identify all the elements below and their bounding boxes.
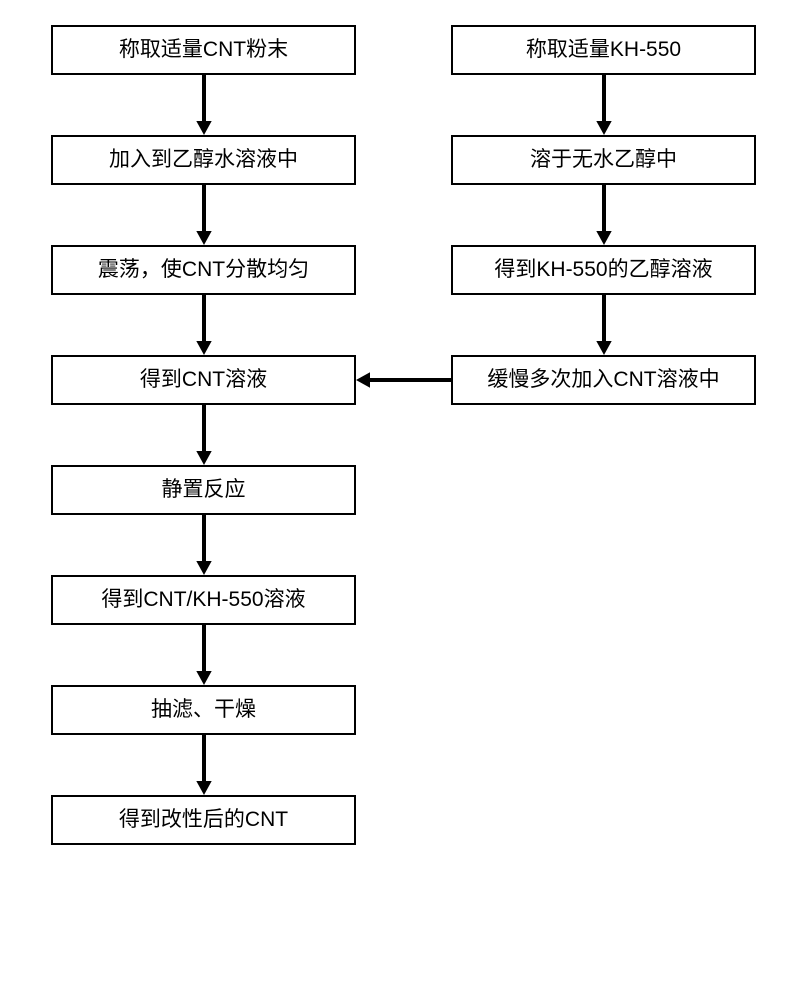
flow-edge-L1-L2 bbox=[184, 55, 225, 155]
flow-edge-R1-R2 bbox=[584, 55, 625, 155]
flow-edge-R2-R3 bbox=[584, 165, 625, 265]
flow-edge-L4-L5 bbox=[184, 385, 225, 485]
flow-edge-L5-L6 bbox=[184, 495, 225, 595]
flow-edge-L6-L7 bbox=[184, 605, 225, 705]
flowchart-canvas: 称取适量CNT粉末加入到乙醇水溶液中震荡，使CNT分散均匀得到CNT溶液静置反应… bbox=[0, 0, 805, 1000]
flow-edge-L7-L8 bbox=[184, 715, 225, 815]
flow-edge-L2-L3 bbox=[184, 165, 225, 265]
flow-edge-R3-R4 bbox=[584, 275, 625, 375]
flow-edge-R4-L4 bbox=[336, 360, 471, 401]
flow-edge-L3-L4 bbox=[184, 275, 225, 375]
